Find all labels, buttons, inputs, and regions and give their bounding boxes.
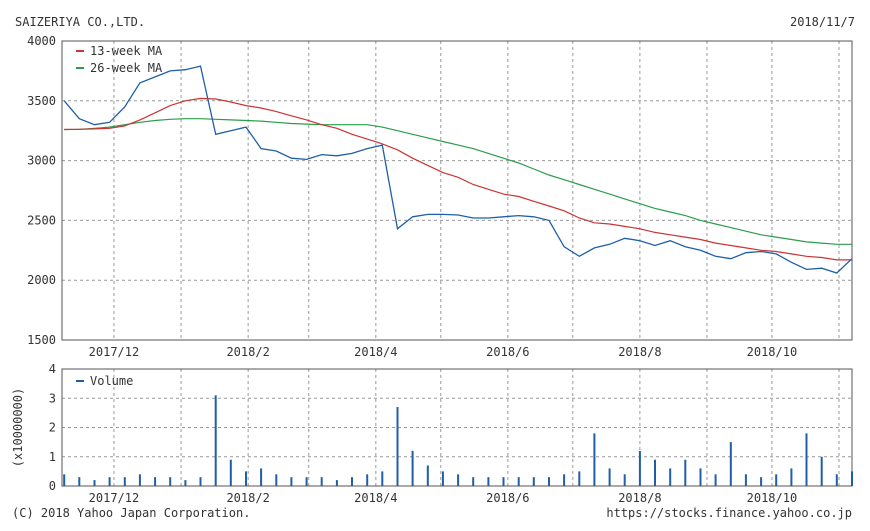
volume-bar <box>654 459 656 486</box>
volume-bar <box>532 477 535 486</box>
volume-bar <box>548 477 550 486</box>
volume-bar <box>199 477 202 486</box>
volume-bar <box>760 477 763 486</box>
volume-bar <box>245 471 247 486</box>
volume-bar <box>275 474 278 486</box>
ma26-line <box>64 118 852 245</box>
volume-bar <box>517 477 520 486</box>
volume-bar <box>366 474 369 486</box>
company-name: SAIZERIYA CO.,LTD. <box>15 15 146 29</box>
price-xtick-label: 2018/4 <box>354 345 397 359</box>
volume-bar <box>457 474 460 486</box>
volume-frame <box>61 368 853 487</box>
volume-bar <box>744 474 747 486</box>
volume-ytick-label: 4 <box>49 362 56 376</box>
price-line <box>63 65 853 274</box>
volume-bar <box>426 465 429 486</box>
volume-xtick-label: 2018/8 <box>618 491 661 505</box>
volume-bar <box>699 468 702 486</box>
volume-bar <box>320 477 323 486</box>
volume-bar <box>563 474 566 486</box>
volume-bar <box>638 450 641 486</box>
volume-xtick-label: 2017/12 <box>89 491 140 505</box>
volume-bar <box>214 395 217 486</box>
volume-bar <box>154 477 157 486</box>
chart-date: 2018/11/7 <box>789 15 855 29</box>
volume-bar <box>669 468 672 486</box>
volume-bar <box>260 468 263 486</box>
volume-bar <box>335 480 338 486</box>
volume-bar <box>608 468 611 486</box>
price-ytick-label: 4000 <box>27 34 56 48</box>
volume-bar <box>820 456 823 487</box>
volume-bar <box>623 474 626 486</box>
volume-ytick-label: 1 <box>49 450 56 464</box>
volume-ytick-label: 0 <box>49 479 56 493</box>
volume-bar <box>790 468 793 486</box>
volume-bar <box>305 477 308 486</box>
volume-bar <box>290 477 293 486</box>
volume-bar <box>729 442 732 486</box>
volume-bar <box>775 474 778 486</box>
price-xtick-label: 2018/6 <box>486 345 529 359</box>
volume-bar <box>835 474 838 486</box>
volume-bar <box>138 474 141 486</box>
volume-bar <box>851 471 853 486</box>
ma13-line <box>64 97 852 261</box>
price-xtick-label: 2018/2 <box>226 345 269 359</box>
volume-bar <box>487 477 490 486</box>
volume-bar <box>411 450 414 486</box>
volume-bar <box>169 477 172 486</box>
volume-bar <box>123 477 126 486</box>
price-ytick-label: 2000 <box>27 273 56 287</box>
volume-bar <box>805 433 808 486</box>
volume-bar <box>593 433 596 486</box>
price-ytick-label: 1500 <box>27 333 56 347</box>
volume-bar <box>441 471 444 486</box>
volume-ytick-label: 3 <box>49 391 56 405</box>
volume-bar <box>381 471 384 486</box>
legend-ma26-label: 26-week MA <box>90 61 163 75</box>
volume-ylabel: (x10000000) <box>11 388 25 467</box>
volume-ytick-label: 2 <box>49 421 56 435</box>
volume-bar <box>578 471 581 486</box>
volume-xtick-label: 2018/2 <box>226 491 269 505</box>
price-ytick-label: 2500 <box>27 213 56 227</box>
source-url[interactable]: https://stocks.finance.yahoo.co.jp <box>606 506 852 520</box>
price-xtick-label: 2018/10 <box>747 345 798 359</box>
price-xtick-label: 2018/8 <box>618 345 661 359</box>
volume-bar <box>229 459 232 486</box>
volume-bar <box>351 477 353 486</box>
volume-bar <box>108 477 111 486</box>
legend-volume-label: Volume <box>90 374 133 388</box>
volume-bar <box>714 474 717 486</box>
price-ytick-label: 3000 <box>27 154 56 168</box>
copyright-text: (C) 2018 Yahoo Japan Corporation. <box>12 506 251 520</box>
price-frame <box>61 40 853 341</box>
price-ytick-label: 3500 <box>27 94 56 108</box>
legend-ma13-label: 13-week MA <box>90 44 163 58</box>
price-xtick-label: 2017/12 <box>89 345 140 359</box>
volume-bar <box>184 480 187 486</box>
volume-xtick-label: 2018/4 <box>354 491 397 505</box>
volume-bar <box>93 480 96 486</box>
volume-bar <box>502 477 505 486</box>
volume-bar <box>684 459 687 486</box>
volume-bar <box>472 477 475 486</box>
volume-xtick-label: 2018/10 <box>747 491 798 505</box>
volume-bar <box>396 407 399 486</box>
volume-bar <box>78 477 81 486</box>
volume-xtick-label: 2018/6 <box>486 491 529 505</box>
volume-bar <box>63 474 66 486</box>
